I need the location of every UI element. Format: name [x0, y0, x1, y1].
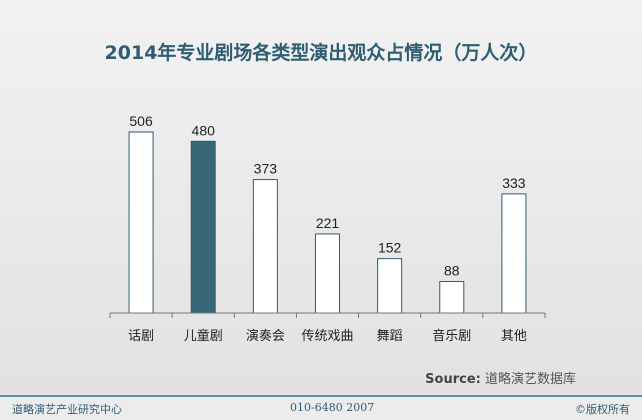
bars-group — [128, 131, 527, 314]
x-ticks-group — [109, 313, 546, 318]
x-tick-label-6: 音乐剧 — [432, 328, 471, 344]
data-label-4: 221 — [316, 215, 340, 231]
bar-5 — [377, 258, 403, 314]
x-tick-label-7: 其他 — [501, 329, 527, 344]
bar-4 — [315, 233, 340, 314]
source-note: Source: 道略演艺数据库 — [425, 368, 576, 387]
x-tick-labels-group: 话剧 儿童剧 演奏会 传统戏曲 舞蹈 音乐剧 其他 — [128, 328, 527, 344]
data-label-1: 506 — [129, 113, 153, 129]
source-text: 道略演艺数据库 — [484, 372, 576, 387]
data-label-7: 333 — [502, 175, 526, 191]
bar-3 — [252, 179, 278, 314]
data-label-2: 480 — [192, 122, 216, 138]
x-tick-label-1: 话剧 — [128, 329, 154, 344]
data-label-6: 88 — [444, 263, 460, 279]
footer-copyright: ©版权所有 — [575, 403, 630, 416]
footer-phone: 010-6480 2007 — [290, 401, 375, 414]
bar-7 — [501, 193, 527, 314]
x-tick-label-5: 舞蹈 — [377, 329, 403, 344]
x-tick-label-3: 演奏会 — [246, 328, 285, 344]
data-label-5: 152 — [378, 240, 402, 256]
bar-6 — [439, 281, 465, 314]
chart-title: 2014年专业剧场各类型演出观众占情况（万人次） — [104, 42, 538, 64]
bar-2 — [190, 140, 216, 314]
data-labels-group: 506 480 373 221 152 88 333 — [129, 113, 525, 279]
bar-1 — [128, 131, 154, 314]
data-label-3: 373 — [254, 161, 278, 177]
source-label: Source: — [425, 372, 481, 387]
footer-bar: 道略演艺产业研究中心 010-6480 2007 ©版权所有 — [0, 395, 642, 420]
x-tick-label-4: 传统戏曲 — [301, 329, 353, 344]
footer-organization: 道略演艺产业研究中心 — [12, 403, 122, 416]
x-tick-label-2: 儿童剧 — [184, 328, 223, 344]
